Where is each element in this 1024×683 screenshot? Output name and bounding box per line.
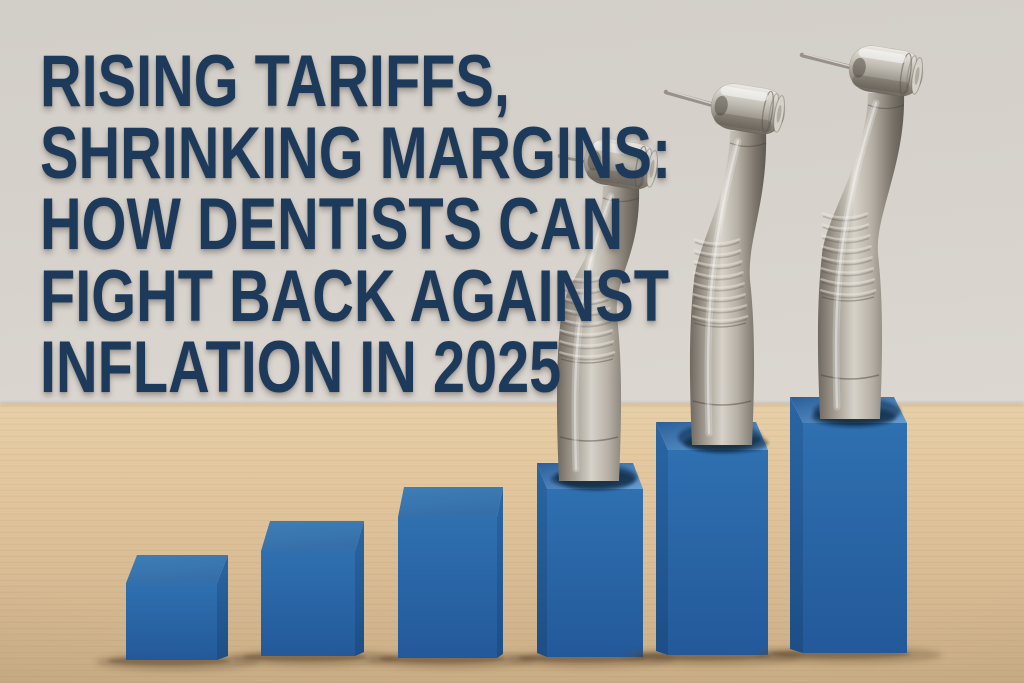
handpiece-head bbox=[710, 83, 786, 135]
bar-block-2 bbox=[230, 521, 395, 667]
headline-line: FIGHT BACK AGAINST bbox=[40, 255, 670, 337]
bar-block-3 bbox=[366, 487, 535, 669]
bar-block-4 bbox=[505, 463, 675, 668]
headline-line: INFLATION IN 2025 bbox=[40, 327, 562, 408]
headline: RISING TARIFFS, SHRINKING MARGINS: HOW D… bbox=[40, 41, 672, 408]
dental-handpiece-2 bbox=[663, 83, 786, 453]
dental-handpiece-1 bbox=[551, 138, 659, 489]
bar-block-5 bbox=[622, 422, 802, 666]
headline-line: HOW DENTISTS CAN bbox=[40, 184, 624, 265]
handpiece-head bbox=[583, 138, 659, 190]
bar-block-6 bbox=[754, 397, 943, 664]
table-edge-shadow bbox=[0, 402, 1024, 407]
headline-line: RISING TARIFFS, bbox=[40, 41, 510, 122]
dental-handpiece-3 bbox=[799, 45, 924, 427]
handpiece-body bbox=[817, 93, 905, 419]
bar-block-1 bbox=[95, 555, 259, 671]
handpiece-body bbox=[689, 131, 767, 445]
handpiece-head bbox=[848, 45, 924, 97]
handpiece-body bbox=[556, 186, 640, 481]
headline-line: SHRINKING MARGINS: bbox=[40, 112, 672, 194]
